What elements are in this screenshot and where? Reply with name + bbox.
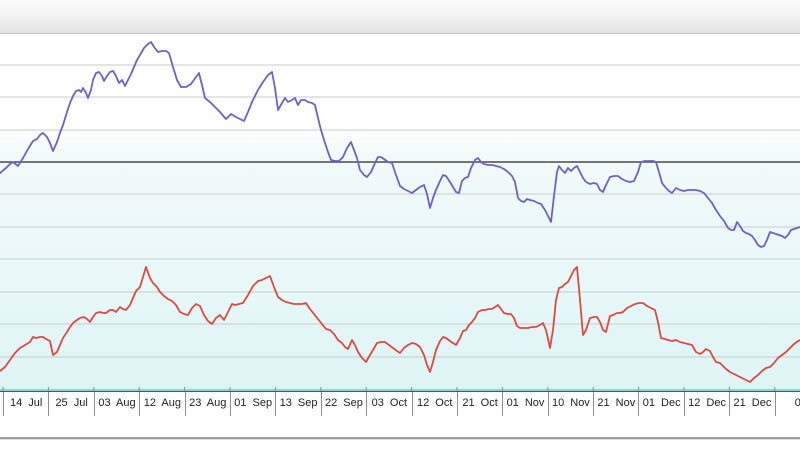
- plot-area: [0, 34, 800, 391]
- x-axis-label: 12 Dec: [683, 392, 729, 416]
- x-axis-label: 12 Aug: [139, 392, 184, 416]
- x-axis-label: 03 Oct: [366, 392, 411, 416]
- bottom-divider-shadow: [0, 439, 800, 440]
- x-axis-label: 13 Sep: [275, 392, 320, 416]
- x-axis-label: 21 Nov: [593, 392, 638, 416]
- x-axis-line: [0, 391, 800, 392]
- x-axis-label: 23 Aug: [184, 392, 230, 416]
- x-axis-label: 12 Oct: [411, 392, 457, 416]
- x-axis-label: 01 Nov: [502, 392, 547, 416]
- x-axis-label: 21 Dec: [729, 392, 774, 416]
- x-axis-label: 21 Oct: [456, 392, 502, 416]
- x-axis-label: 01 Sep: [229, 392, 275, 416]
- x-axis: 14 Jul 25 Jul 03 Aug 12 Aug 23 Aug 01 Se…: [0, 392, 800, 416]
- top-toolbar: [0, 0, 800, 34]
- x-axis-label: 25 Jul: [48, 392, 93, 416]
- x-axis-label: 01 Dec: [638, 392, 683, 416]
- x-axis-label: 03 Aug: [93, 392, 139, 416]
- x-axis-label: 10 Nov: [547, 392, 593, 416]
- x-axis-label: 0: [774, 392, 800, 416]
- x-axis-label: 22 Sep: [320, 392, 366, 416]
- x-axis-label: 14 Jul: [3, 392, 48, 416]
- bottom-divider: [0, 437, 800, 439]
